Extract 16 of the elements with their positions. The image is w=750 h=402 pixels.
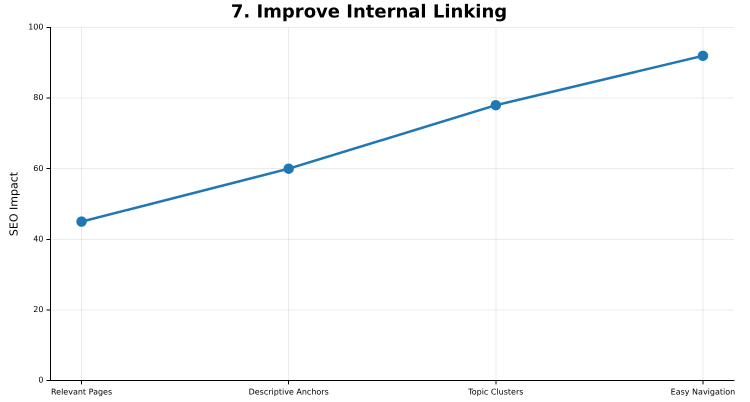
point <box>76 216 87 227</box>
y-tick-label: 80 <box>33 93 44 102</box>
y-tick-label: 100 <box>28 22 44 32</box>
x-tick-label: Topic Clusters <box>467 387 524 396</box>
point <box>490 100 502 110</box>
chart-title: 7. Improve Internal Linking <box>230 1 508 22</box>
y-tick-label: 0 <box>38 375 44 384</box>
y-tick-label: 20 <box>33 304 44 314</box>
y-axis-title: SEO Impact <box>7 171 20 236</box>
x-tick-label: Relevant Pages <box>50 387 112 396</box>
x-tick-label: Descriptive Anchors <box>248 387 329 396</box>
point <box>283 163 294 174</box>
point <box>698 50 708 62</box>
y-tick-label: 40 <box>33 234 44 244</box>
x-tick-label: Easy Navigation <box>670 387 736 396</box>
y-tick-label: 60 <box>33 164 44 173</box>
